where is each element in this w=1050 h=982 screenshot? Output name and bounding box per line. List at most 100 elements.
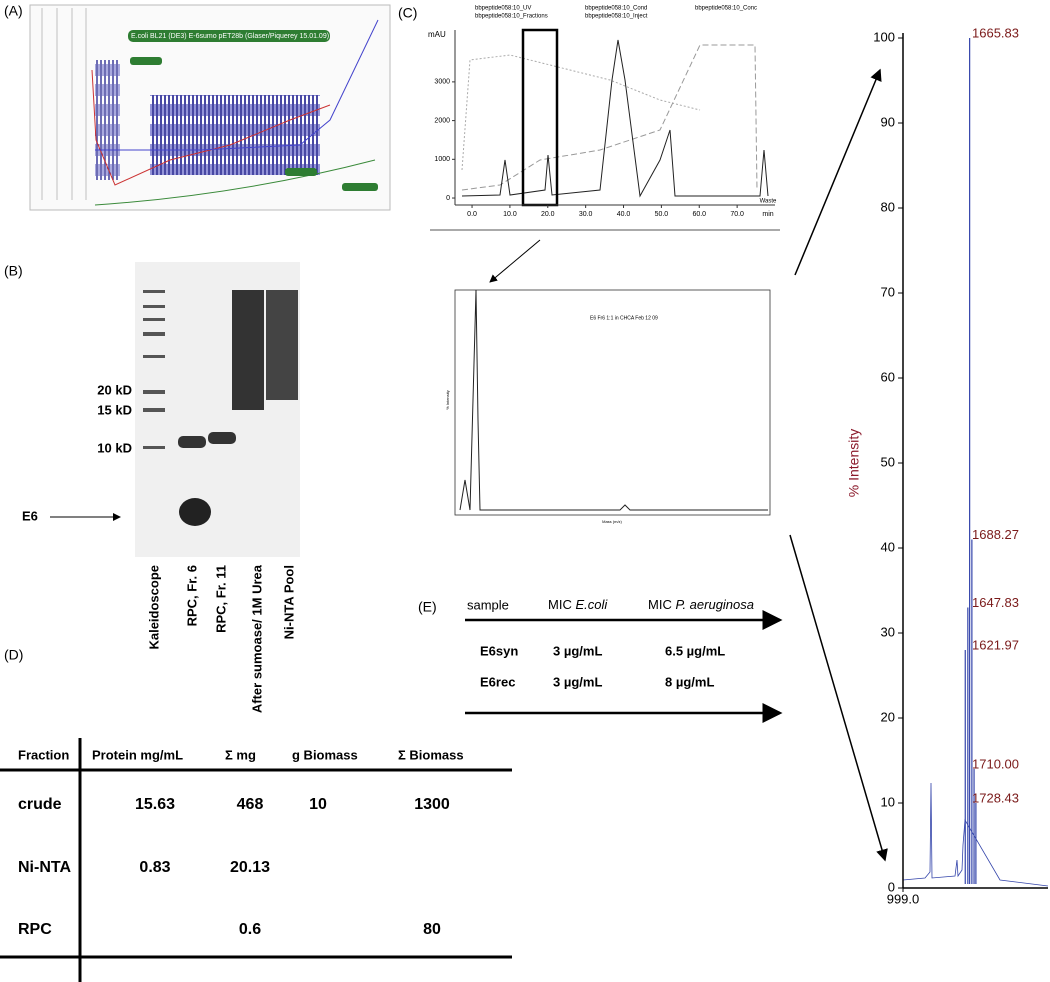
badge	[130, 57, 162, 65]
x-tick-label: 70.0	[730, 211, 744, 218]
title-badge	[128, 30, 330, 42]
axis-strips	[41, 8, 87, 200]
y-tick-label: 100	[873, 29, 895, 44]
axis-unit: min	[762, 211, 773, 218]
x-tick-label: 60.0	[692, 211, 706, 218]
peak-label: 1710.00	[972, 756, 1019, 771]
header-species: E.coli	[575, 597, 608, 612]
y-tick-label: 0	[888, 879, 895, 894]
table-cell: 1300	[414, 796, 450, 813]
y-tick-label: 50	[881, 454, 895, 469]
lane-labels: Kaleidoscope RPC, Fr. 6 RPC, Fr. 11 After s…	[146, 564, 296, 713]
peak-label: 1688.27	[972, 527, 1019, 542]
y-tick-label: 20	[881, 709, 895, 724]
gel: 20 kD 15 kD 10 kD E6 Kaleidoscope RPC, Fr…	[22, 262, 300, 713]
panel-label: (E)	[418, 599, 437, 615]
y-tick-label: 70	[881, 284, 895, 299]
gel-band	[208, 432, 236, 444]
gel-lane	[232, 290, 264, 410]
zoom-arrow	[789, 534, 888, 862]
panel-label: (A)	[4, 3, 23, 19]
y-tick-label: 80	[881, 199, 895, 214]
trace-title: E.coli BL21 (DE3) E-6sumo pET28b (Glaser…	[131, 33, 329, 40]
table-cell: 10	[309, 796, 327, 813]
y-tick-label: 3000	[434, 79, 450, 86]
header-prefix: MIC	[648, 597, 675, 612]
y-tick-label: 40	[881, 539, 895, 554]
table-cell: 15.63	[135, 796, 175, 813]
x-tick-label: 40.0	[617, 211, 631, 218]
y-tick-label: 0	[446, 195, 450, 202]
trace	[461, 39, 769, 198]
trace-noise	[150, 95, 320, 175]
lane-label: Kaleidoscope	[146, 565, 161, 650]
table-cell: E6syn	[480, 643, 518, 658]
header-prefix: MIC	[548, 597, 575, 612]
inset-spectrum: E6 Fr6 1:1 in CHCA Feb 12 09 % Intensity…	[445, 289, 771, 524]
marker-label: 15 kD	[97, 402, 132, 417]
x-tick-label: 50.0	[655, 211, 669, 218]
annotation: Waste	[760, 199, 777, 205]
x-tick-label: 999.0	[887, 891, 920, 906]
legend-entry: bbpeptide058:10_Inject	[585, 14, 648, 20]
trace-line	[95, 19, 379, 151]
gel-band	[178, 436, 206, 448]
legend-entry: bbpeptide058:10_Conc	[695, 6, 757, 12]
legend-entry: bbpeptide058:10_Fractions	[475, 14, 548, 20]
table-cell: 3 µg/mL	[553, 674, 602, 689]
gel-lane	[266, 290, 298, 400]
inset-title: E6 Fr6 1:1 in CHCA Feb 12 09	[590, 315, 658, 321]
band-label: E6	[22, 508, 38, 523]
table-cell: 20.13	[230, 859, 270, 876]
table-cell: E6rec	[480, 674, 515, 689]
trace	[461, 44, 758, 191]
zoom-arrow	[794, 68, 882, 276]
header-cell: Σ Biomass	[398, 747, 464, 762]
table-cell: Ni-NTA	[18, 859, 71, 876]
peak-label: 1621.97	[972, 637, 1019, 652]
axis-title: % Intensity	[846, 429, 862, 497]
panel-label: (D)	[4, 647, 23, 663]
legend-entry: bbpeptide058:10_Cond	[585, 6, 647, 12]
x-tick-label: 0.0	[467, 211, 477, 218]
table-cell: crude	[18, 796, 62, 813]
spectrum: 0 10 20 30 40 50 60 70 80 90 100 999.0 % Intensity 16…	[846, 25, 1049, 906]
header-cell: Protein mg/mL	[92, 747, 183, 762]
y-tick-label: 2000	[434, 117, 450, 124]
header-cell: MIC E.coli	[548, 597, 608, 612]
table-cell: 80	[423, 921, 441, 938]
header-cell: Fraction	[18, 747, 69, 762]
table-cell: 8 µg/mL	[665, 674, 714, 689]
highlight-box	[521, 28, 559, 207]
marker-label: 10 kD	[97, 440, 132, 455]
header-cell: Σ mg	[225, 747, 256, 762]
lane-label: RPC, Fr. 6	[184, 565, 199, 626]
peak-label: 1728.43	[972, 790, 1019, 805]
trace-line	[94, 159, 376, 206]
header-cell: MIC P. aeruginosa	[648, 597, 754, 612]
table-cell: 3 µg/mL	[553, 643, 602, 658]
inset-ylabel: % Intensity	[445, 390, 450, 410]
lane-label: RPC, Fr. 11	[213, 565, 228, 633]
trace-noise	[95, 60, 120, 180]
trace	[461, 54, 701, 171]
gel-band	[179, 498, 211, 526]
lane-label: After sumoase/ 1M Urea	[249, 564, 264, 713]
x-tick-label: 30.0	[579, 211, 593, 218]
table-cell: RPC	[18, 921, 52, 938]
ladder	[143, 290, 165, 449]
table-cell: 0.6	[239, 921, 261, 938]
header-cell: g Biomass	[292, 747, 358, 762]
y-tick-label: 90	[881, 114, 895, 129]
fermentation-plot: E.coli BL21 (DE3) E-6sumo pET28b (Glaser…	[29, 4, 391, 211]
marker-label: 20 kD	[97, 382, 132, 397]
x-tick-label: 10.0	[503, 211, 517, 218]
badge	[285, 168, 317, 176]
lane-label: Ni-NTA Pool	[281, 565, 296, 639]
inset-xlabel: Mass (m/z)	[602, 519, 622, 524]
y-tick-label: 1000	[434, 156, 450, 163]
zoom-arrow	[489, 239, 541, 283]
